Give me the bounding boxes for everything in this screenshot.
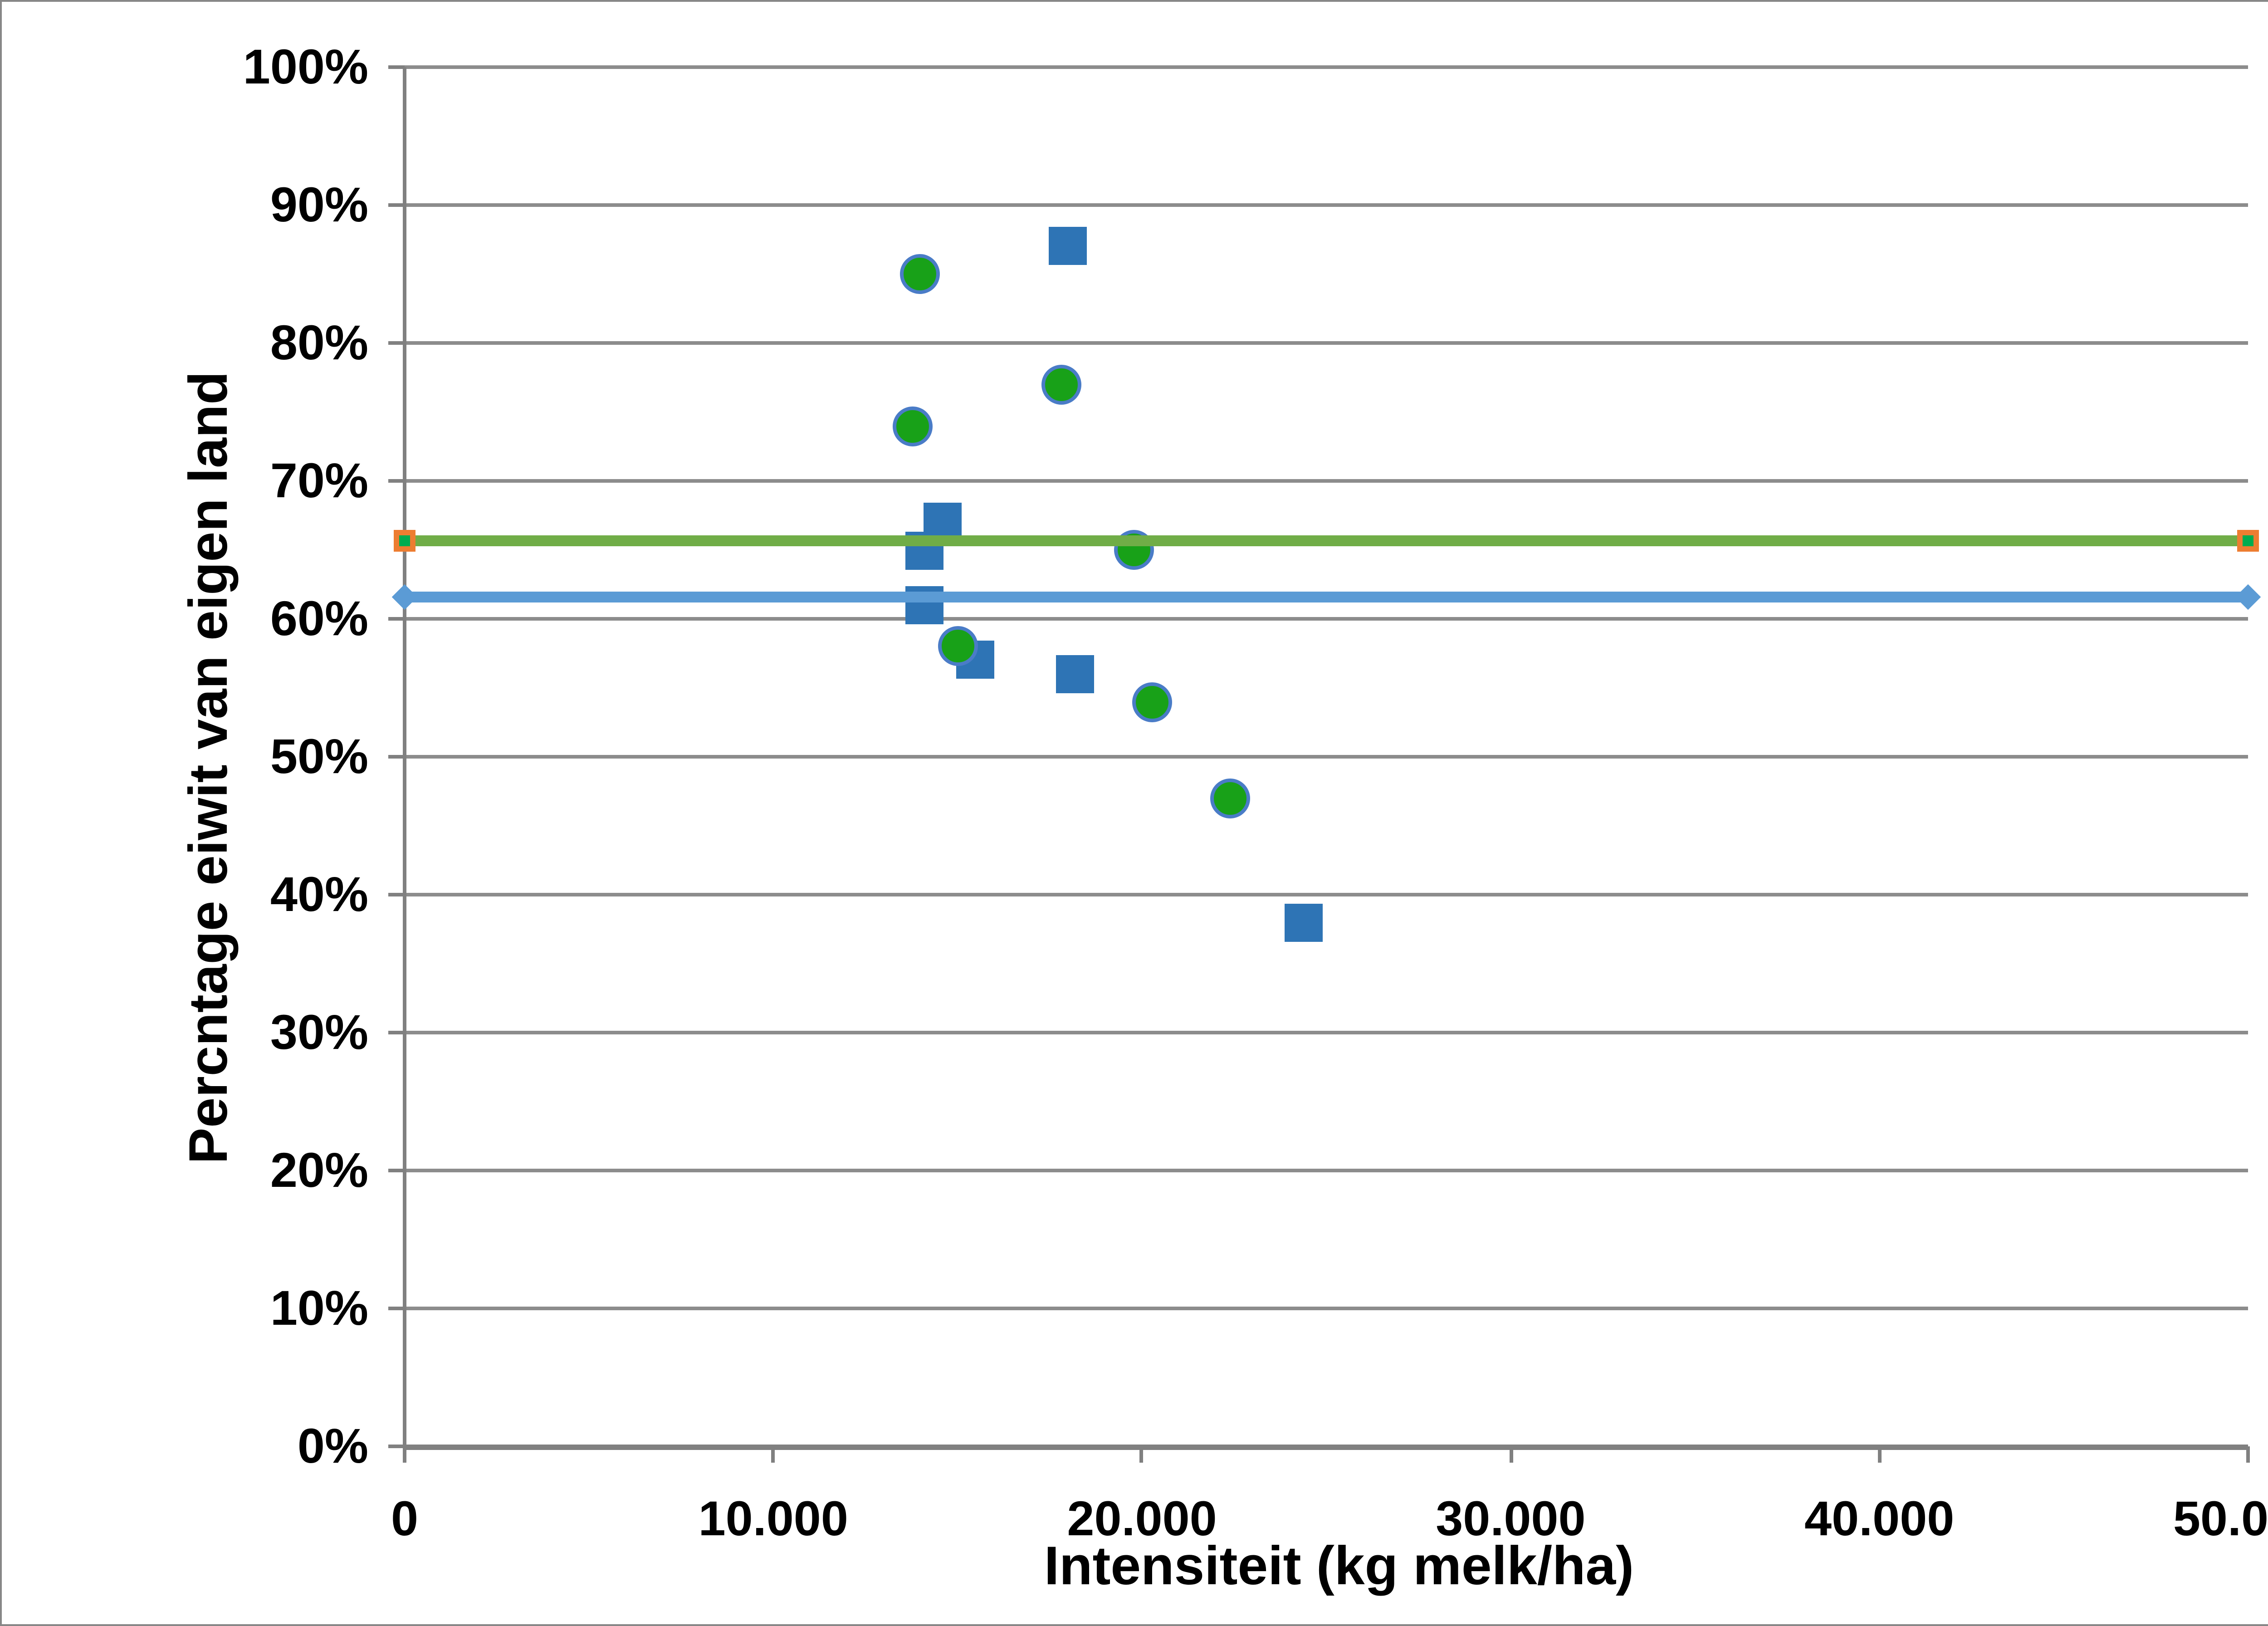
gridline-20% (405, 1169, 2248, 1172)
y-tick-label: 30% (270, 1005, 368, 1060)
y-tick-label: 60% (270, 592, 368, 646)
gridline-70% (405, 479, 2248, 483)
gridline-100% (405, 65, 2248, 69)
gridline-40% (405, 893, 2248, 896)
x-tick-label: 40.000 (1804, 1492, 1955, 1546)
mean-line-end-marker (2235, 584, 2261, 610)
y-tick-mark (388, 755, 405, 759)
x-axis-line (405, 1445, 2248, 1450)
data-point-2017 (900, 254, 941, 294)
y-tick-label: 10% (270, 1281, 368, 1336)
y-tick-mark (388, 203, 405, 207)
x-axis-title: Intensiteit (kg melk/ha) (1044, 1537, 1634, 1597)
gridline-30% (405, 1031, 2248, 1034)
y-tick-mark (388, 479, 405, 483)
x-tick-label: 10.000 (698, 1492, 848, 1546)
y-tick-label: 80% (270, 316, 368, 370)
mean-line-end-marker (2237, 529, 2259, 551)
y-axis-line (403, 67, 406, 1446)
data-point-2017 (1133, 681, 1173, 722)
mean-line-gem-2017 (405, 534, 2248, 546)
y-tick-mark (388, 341, 405, 345)
y-tick-mark (388, 893, 405, 896)
y-tick-mark (388, 1445, 405, 1448)
x-tick-mark (1140, 1446, 1144, 1463)
x-tick-mark (771, 1446, 775, 1463)
data-point-2016 (1056, 655, 1095, 693)
y-tick-label: 90% (270, 178, 368, 232)
x-tick-mark (1877, 1446, 1882, 1463)
y-tick-label: 100% (243, 40, 368, 94)
y-tick-mark (388, 1031, 405, 1034)
gridline-50% (405, 755, 2248, 759)
data-point-2017 (893, 406, 934, 446)
gridline-90% (405, 203, 2248, 207)
x-tick-mark (2246, 1446, 2250, 1463)
data-point-2017 (938, 626, 978, 666)
x-tick-label: 30.000 (1436, 1492, 1586, 1546)
x-tick-label: 50.000 (2173, 1492, 2268, 1546)
y-tick-label: 70% (270, 454, 368, 508)
y-tick-mark (388, 65, 405, 69)
gridline-10% (405, 1307, 2248, 1310)
y-tick-label: 50% (270, 730, 368, 784)
gridline-80% (405, 341, 2248, 345)
gridline-60% (405, 617, 2248, 621)
y-tick-mark (388, 617, 405, 621)
x-tick-label: 20.000 (1067, 1492, 1217, 1546)
mean-line-end-marker (394, 529, 415, 551)
data-point-2017 (1210, 778, 1251, 818)
x-tick-mark (403, 1446, 406, 1463)
y-tick-label: 0% (297, 1419, 368, 1474)
mean-line-end-marker (391, 584, 418, 610)
y-tick-mark (388, 1307, 405, 1310)
y-tick-mark (388, 1169, 405, 1172)
x-tick-label: 0 (391, 1492, 419, 1546)
data-point-2016 (1285, 903, 1324, 941)
y-axis-title: Percntage eiwit van eigen land (180, 371, 240, 1164)
y-tick-label: 40% (270, 867, 368, 922)
data-point-2017 (1041, 364, 1081, 405)
x-tick-mark (1509, 1446, 1513, 1463)
mean-line-gem-2016 (405, 591, 2248, 602)
data-point-2016 (1049, 227, 1087, 266)
y-tick-label: 20% (270, 1143, 368, 1198)
